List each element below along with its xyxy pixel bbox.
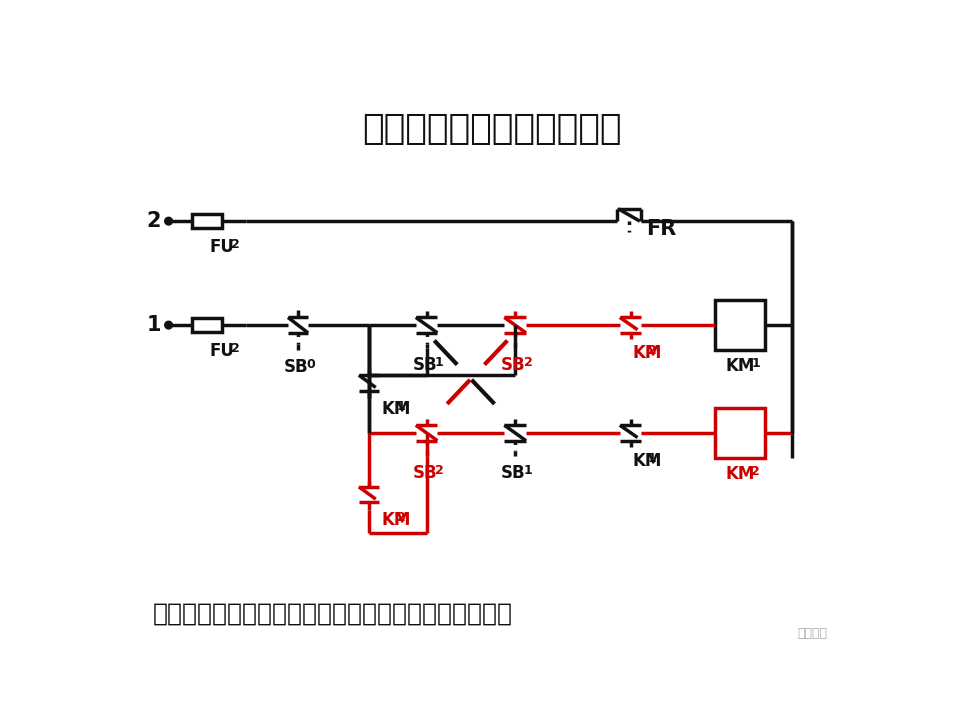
Text: SB: SB [501, 356, 526, 374]
Text: KM: KM [381, 511, 411, 529]
Text: 1: 1 [396, 400, 405, 413]
Text: 2: 2 [648, 344, 657, 357]
Text: 2: 2 [435, 464, 444, 477]
Bar [715, 408, 765, 457]
Text: 1: 1 [648, 452, 657, 465]
Text: 1: 1 [752, 357, 760, 370]
Text: 1: 1 [523, 464, 532, 477]
Bar [715, 300, 765, 350]
Text: 1: 1 [435, 356, 444, 369]
Text: SB: SB [413, 464, 438, 482]
Text: FU: FU [209, 342, 234, 360]
Text: 1: 1 [146, 315, 161, 335]
Text: KM: KM [632, 452, 661, 470]
Text: SB: SB [284, 359, 309, 377]
Text: 2: 2 [523, 356, 532, 369]
Text: 2: 2 [396, 511, 405, 524]
Text: SB: SB [501, 464, 526, 482]
Text: 2: 2 [231, 238, 240, 251]
Text: 正转直接到反转的连续控制: 正转直接到反转的连续控制 [362, 112, 622, 145]
Circle shape [165, 217, 173, 225]
Text: KM: KM [381, 400, 411, 418]
Text: KM: KM [725, 357, 755, 375]
Text: KM: KM [632, 344, 661, 362]
Text: 0: 0 [306, 359, 315, 372]
Text: FU: FU [209, 238, 234, 256]
Bar [192, 215, 222, 228]
Text: SB: SB [413, 356, 438, 374]
Text: 2: 2 [752, 465, 760, 478]
Text: 电工之家: 电工之家 [797, 626, 827, 639]
Text: 机械互锁：采用复式按鈕，实现正转直接到反转控制。: 机械互锁：采用复式按鈕，实现正转直接到反转控制。 [154, 602, 514, 626]
Text: KM: KM [725, 465, 755, 483]
Text: FR: FR [646, 219, 676, 239]
Circle shape [165, 321, 173, 329]
Text: 2: 2 [146, 211, 161, 231]
Bar [192, 318, 222, 332]
Text: 2: 2 [231, 342, 240, 355]
